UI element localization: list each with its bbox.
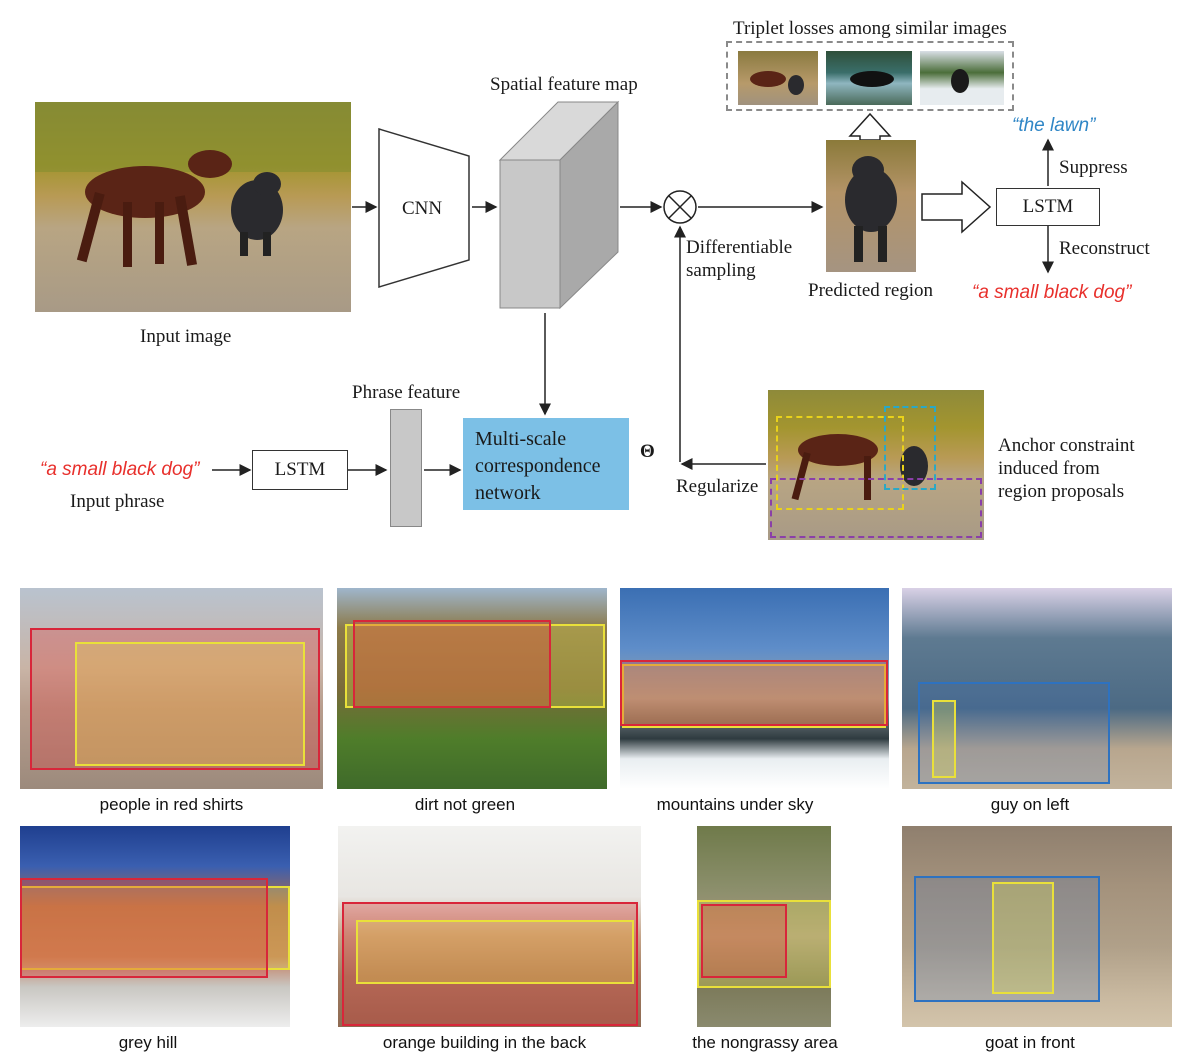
example-image-dirt (337, 588, 607, 789)
example-image-building (338, 826, 641, 1027)
phrase-feature-label: Phrase feature (352, 382, 461, 403)
theta-label: Θ (640, 441, 655, 462)
example-caption: the nongrassy area (692, 1033, 838, 1052)
input-phrase-label: Input phrase (70, 491, 165, 512)
lstm-encoder: LSTM (252, 450, 348, 490)
bbox-red (342, 902, 638, 1026)
example-image-mountains (620, 588, 889, 789)
spatial-feature-map-label: Spatial feature map (490, 74, 638, 95)
triplet-image-1 (738, 51, 818, 105)
bbox-blue (918, 682, 1110, 784)
reconstruct-label: Reconstruct (1059, 238, 1150, 259)
bbox-yellow (345, 624, 605, 708)
example-image-people (20, 588, 323, 789)
anchor-constraint-label: Anchor constraint induced from region pr… (998, 435, 1135, 502)
lstm-decoder: LSTM (996, 188, 1100, 226)
input-phrase-text: “a small black dog” (40, 459, 200, 480)
bbox-yellow (20, 886, 290, 970)
example-image-goat (902, 826, 1172, 1027)
bbox-yellow (622, 664, 886, 728)
example-caption: people in red shirts (99, 795, 244, 814)
example-caption: mountains under sky (656, 795, 814, 814)
bbox-yellow (697, 900, 831, 988)
suppress-phrase: “the lawn” (1012, 115, 1096, 136)
bbox-red (30, 628, 320, 770)
diagram-arrows (212, 112, 1054, 476)
bbox-blue (914, 876, 1100, 1002)
spatial-feature-map (498, 100, 620, 310)
bbox-red (701, 904, 787, 978)
example-caption: orange building in the back (382, 1033, 587, 1052)
input-image-label: Input image (140, 326, 232, 347)
bbox-yellow (932, 700, 956, 778)
differentiable-sampling-label: Differentiable sampling (686, 237, 793, 281)
triplet-image-3 (920, 51, 1004, 105)
proposal-box-yellow (776, 416, 904, 510)
example-image-nongrassy (697, 826, 831, 1027)
triplet-losses-label: Triplet losses among similar images (733, 18, 1007, 39)
example-image-beach (902, 588, 1172, 789)
bbox-red (353, 620, 551, 708)
input-image (35, 102, 351, 312)
triplet-images-panel (726, 41, 1014, 111)
example-image-hill (20, 826, 290, 1027)
triplet-image-2 (826, 51, 912, 105)
multiply-operator-icon (664, 191, 696, 223)
reconstruct-phrase: “a small black dog” (972, 282, 1132, 303)
bbox-yellow (356, 920, 634, 984)
example-caption: dirt not green (414, 795, 516, 814)
proposal-box-purple (770, 478, 982, 538)
bbox-yellow (75, 642, 305, 766)
predicted-region-image (826, 140, 916, 272)
predicted-region-label: Predicted region (808, 280, 934, 301)
cnn-label: CNN (402, 198, 443, 219)
cnn-block (378, 128, 470, 288)
phrase-feature-bar (390, 409, 422, 527)
example-caption: goat in front (985, 1033, 1075, 1052)
bbox-red (620, 660, 888, 726)
regularize-label: Regularize (676, 476, 759, 497)
example-caption: guy on left (990, 795, 1070, 814)
multi-scale-correspondence-network: Multi-scale correspondence network (463, 418, 629, 510)
bbox-red (20, 878, 268, 978)
anchor-proposals-image (768, 390, 984, 540)
example-caption: grey hill (118, 1033, 178, 1052)
bbox-yellow (992, 882, 1054, 994)
dogs-illustration (35, 102, 351, 267)
proposal-box-cyan (884, 406, 936, 490)
suppress-label: Suppress (1059, 157, 1128, 178)
